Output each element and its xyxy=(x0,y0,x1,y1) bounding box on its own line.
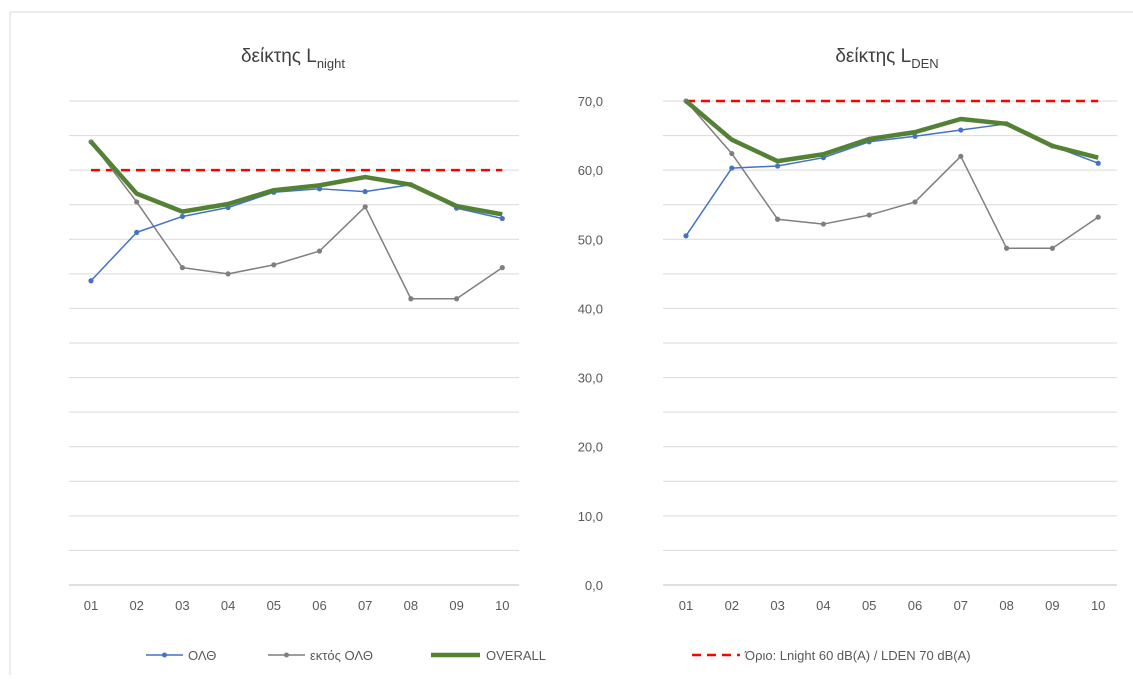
x-tick-label-lnight: 02 xyxy=(129,598,143,613)
data-point-ektos-lden xyxy=(912,199,918,205)
x-tick-label-lden: 08 xyxy=(999,598,1013,613)
x-tick-label-lnight: 09 xyxy=(449,598,463,613)
data-point-ektos-lden xyxy=(729,150,735,157)
y-tick-label-lden: 20,0 xyxy=(578,440,603,455)
data-point-ektos-lden xyxy=(1095,214,1101,220)
legend-item-olth: ΟΛΘ xyxy=(146,648,216,663)
chart-lden: 0,0 10,0 20,0 30,0 40,0 50,0 60,0 70,0 01 02 03 04 0… xyxy=(578,94,1117,613)
series-line-ektos-lnight xyxy=(90,141,503,300)
y-tick-label-lden: 60,0 xyxy=(578,163,603,178)
legend-label-olth: ΟΛΘ xyxy=(188,648,216,663)
data-point-olth-lnight xyxy=(134,229,140,235)
data-point-ektos-lnight xyxy=(179,265,185,271)
y-tick-label-lden: 0,0 xyxy=(585,578,603,593)
data-point-ektos-lden xyxy=(958,153,964,159)
series-line-overall-lnight xyxy=(89,140,503,217)
data-point-ektos-lnight xyxy=(134,199,140,205)
x-tick-label-lden: 03 xyxy=(770,598,784,613)
x-tick-label-lden: 07 xyxy=(954,598,968,613)
x-tick-label-lden: 06 xyxy=(908,598,922,613)
y-tick-label-lden: 40,0 xyxy=(578,301,603,316)
x-tick-label-lnight: 06 xyxy=(312,598,326,613)
chart-title-lnight: δείκτης Lnight xyxy=(241,46,345,71)
legend-label-limit: Όριο: Lnight 60 dB(A) / LDEN 70 dB(A) xyxy=(744,648,971,663)
data-point-olth-lden xyxy=(683,233,689,239)
series-line-overall-lden xyxy=(684,99,1099,164)
data-point-ektos-lnight xyxy=(499,265,505,271)
series-line-ektos-lden xyxy=(685,100,1099,250)
data-point-ektos-lnight xyxy=(362,204,368,210)
data-point-olth-lden xyxy=(729,165,735,171)
data-point-olth-lden xyxy=(912,133,918,139)
data-point-ektos-lden xyxy=(866,212,872,218)
legend: ΟΛΘ εκτός ΟΛΘ OVERALL Όριο: Lnight 60 dB… xyxy=(146,648,971,663)
data-point-olth-lden xyxy=(1095,160,1101,166)
x-tick-label-lden: 04 xyxy=(816,598,830,613)
x-tick-label-lden: 05 xyxy=(862,598,876,613)
data-point-ektos-lnight xyxy=(316,248,323,254)
legend-item-ektos: εκτός ΟΛΘ xyxy=(268,648,373,663)
x-tick-label-lnight: 01 xyxy=(84,598,98,613)
x-tick-label-lden: 09 xyxy=(1045,598,1059,613)
x-tick-label-lden: 02 xyxy=(725,598,739,613)
legend-item-overall: OVERALL xyxy=(431,648,546,663)
x-tick-label-lden: 01 xyxy=(679,598,693,613)
chart-lnight: 01 02 03 04 05 06 07 08 09 10 xyxy=(69,100,519,613)
data-point-olth-lnight xyxy=(179,213,185,220)
data-point-ektos-lden xyxy=(1004,245,1010,251)
x-tick-label-lnight: 04 xyxy=(221,598,235,613)
x-tick-label-lnight: 08 xyxy=(404,598,418,613)
plots-layer: 01 02 03 04 05 06 07 08 09 10 0,0 10,0 20,0 30,0 40,0 5… xyxy=(69,94,1117,613)
legend-item-limit: Όριο: Lnight 60 dB(A) / LDEN 70 dB(A) xyxy=(692,648,971,663)
legend-label-overall: OVERALL xyxy=(486,648,546,663)
y-tick-label-lden: 10,0 xyxy=(578,509,603,524)
legend-marker-olth xyxy=(162,652,167,658)
data-point-olth-lnight xyxy=(88,278,94,284)
data-point-ektos-lnight xyxy=(454,296,460,302)
data-point-olth-lden xyxy=(775,163,781,169)
x-tick-label-lnight: 07 xyxy=(358,598,372,613)
data-point-olth-lden xyxy=(958,127,964,133)
data-point-ektos-lnight xyxy=(271,262,277,268)
legend-marker-ektos xyxy=(284,652,289,658)
y-tick-label-lden: 50,0 xyxy=(578,232,603,247)
data-point-olth-lnight xyxy=(499,215,505,222)
legend-label-ektos: εκτός ΟΛΘ xyxy=(310,648,373,663)
y-tick-label-lden: 70,0 xyxy=(578,94,603,109)
y-tick-label-lden: 30,0 xyxy=(578,371,603,386)
data-point-ektos-lnight xyxy=(225,271,231,277)
x-tick-label-lnight: 10 xyxy=(495,598,509,613)
data-point-ektos-lden xyxy=(820,221,827,227)
data-point-olth-lnight xyxy=(362,188,368,195)
x-tick-label-lnight: 03 xyxy=(175,598,189,613)
data-point-ektos-lden xyxy=(1049,245,1055,251)
x-tick-label-lnight: 05 xyxy=(267,598,281,613)
x-tick-label-lden: 10 xyxy=(1091,598,1105,613)
chart-title-lden: δείκτης LDEN xyxy=(835,46,938,71)
data-point-ektos-lden xyxy=(775,216,781,222)
data-point-ektos-lnight xyxy=(408,296,414,302)
